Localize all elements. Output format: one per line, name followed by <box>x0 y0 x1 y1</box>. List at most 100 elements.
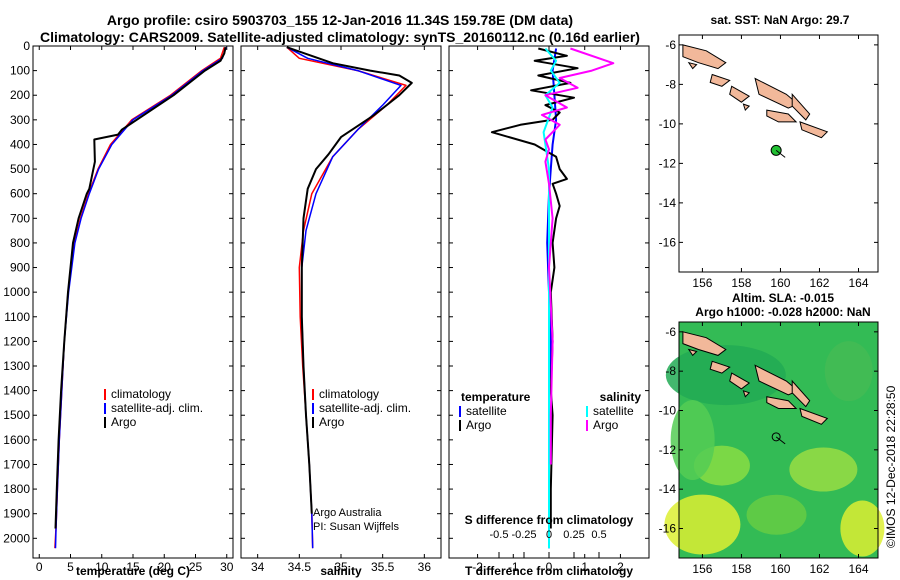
x-axis-label: T difference from climatology <box>465 564 633 578</box>
island <box>799 407 829 425</box>
x-tick-label: 20 <box>158 560 172 574</box>
y-tick-label: 800 <box>10 236 30 250</box>
island <box>729 85 751 103</box>
island <box>682 44 727 70</box>
x-tick-label: 34 <box>251 560 265 574</box>
y-tick-label: 400 <box>10 137 30 151</box>
x-tick-label: 34.5 <box>288 560 312 574</box>
map1-title: sat. SST: NaN Argo: 29.7 <box>710 13 850 27</box>
sla-anomaly-patch <box>665 345 786 406</box>
x-tick-label: 36 <box>418 560 432 574</box>
y-tick-label: 900 <box>10 261 30 275</box>
map-y-tick-label: -16 <box>659 522 677 536</box>
y-tick-label: 1300 <box>3 359 30 373</box>
sla-anomaly-patch <box>840 500 885 557</box>
argo-position-marker <box>771 432 781 442</box>
map-x-tick-label: 162 <box>809 562 829 576</box>
map-x-tick-label: 164 <box>848 276 868 290</box>
map-y-tick-label: -6 <box>665 38 676 52</box>
legend-label: satellite-adj. clim. <box>319 401 411 415</box>
x-tick-label: 25 <box>189 560 203 574</box>
map-y-tick-label: -8 <box>665 77 676 91</box>
sla-anomaly-patch <box>670 400 715 480</box>
map-y-tick-label: -16 <box>659 235 677 249</box>
title-line-1: Argo profile: csiro 5903703_155 12-Jan-2… <box>106 12 574 28</box>
legend-label: climatology <box>111 387 171 401</box>
y-tick-label: 200 <box>10 88 30 102</box>
x-tick-label: 30 <box>220 560 234 574</box>
legend-label: Argo <box>319 415 345 429</box>
y-tick-label: 1500 <box>3 408 30 422</box>
x-tick-label: -2 <box>472 560 483 574</box>
map-y-tick-label: -12 <box>659 443 677 457</box>
y-tick-label: 1600 <box>3 433 30 447</box>
x-axis-label: salinity <box>320 564 362 578</box>
x-tick-label: 5 <box>67 560 74 574</box>
legend-label: satellite <box>466 404 507 418</box>
x-axis-label: temperature (deg C) <box>76 564 190 578</box>
x-tick-label: 1 <box>581 560 588 574</box>
y-tick-label: 1000 <box>3 285 30 299</box>
map-2-frame <box>678 321 879 559</box>
y-tick-label: 1200 <box>3 334 30 348</box>
x-tick-label: 10 <box>95 560 109 574</box>
x-tick-label: 0 <box>546 560 553 574</box>
y-tick-label: 600 <box>10 187 30 201</box>
x-tick-label: 2 <box>617 560 624 574</box>
map-2-group <box>664 322 885 558</box>
sla-anomaly-patch <box>789 447 858 492</box>
annotation-line-1: Argo Australia <box>313 507 382 519</box>
y-tick-label: 1100 <box>4 310 30 324</box>
legend-header-temperature: temperature <box>461 390 531 404</box>
profile-panel-2-frame <box>240 45 442 559</box>
y-tick-label: 2000 <box>3 531 30 545</box>
map-x-tick-label: 162 <box>809 276 829 290</box>
x-tick-label: 15 <box>126 560 140 574</box>
x-tick-label: 35.5 <box>371 560 395 574</box>
x-tick-label: 0 <box>36 560 43 574</box>
sla-anomaly-patch <box>746 494 807 535</box>
legend-label: satellite-adj. clim. <box>111 401 203 415</box>
map-x-tick-label: 160 <box>770 562 790 576</box>
island <box>742 103 751 112</box>
x-axis-label-top: S difference from climatology <box>465 513 634 527</box>
y-tick-label: 1900 <box>3 507 30 521</box>
y-tick-label: 300 <box>10 113 30 127</box>
y-tick-label: 1700 <box>3 457 30 471</box>
x-tick-label-top: -0.5 <box>490 529 509 541</box>
series-satellite-adj--clim- <box>286 46 402 549</box>
map-x-tick-label: 158 <box>731 562 751 576</box>
map-x-tick-label: 164 <box>848 562 868 576</box>
map-x-tick-label: 158 <box>731 276 751 290</box>
sla-anomaly-patch <box>824 341 873 402</box>
series-salinity-argo <box>540 47 615 465</box>
map-y-tick-label: -6 <box>665 325 676 339</box>
map-y-tick-label: -12 <box>659 156 677 170</box>
island <box>754 77 799 109</box>
y-tick-label: 1800 <box>3 482 30 496</box>
map-x-tick-label: 156 <box>692 562 712 576</box>
annotation-line-2: PI: Susan Wijffels <box>313 521 399 533</box>
series-temperature-argo <box>490 47 579 529</box>
map-y-tick-label: -8 <box>665 364 676 378</box>
map-x-tick-label: 160 <box>770 276 790 290</box>
legend-label: Argo <box>111 415 137 429</box>
y-tick-label: 500 <box>10 162 30 176</box>
series-argo <box>54 47 227 529</box>
map-1-frame <box>678 34 879 273</box>
island <box>791 379 811 408</box>
island <box>709 360 731 374</box>
series-climatology <box>54 46 226 549</box>
legend-label: climatology <box>319 387 379 401</box>
x-tick-label-top: 0.5 <box>591 529 606 541</box>
x-tick-label: -1 <box>508 560 519 574</box>
map-y-tick-label: -14 <box>659 196 677 210</box>
y-tick-label: 100 <box>10 64 30 78</box>
island <box>742 390 751 398</box>
map2-title-line-1: Altim. SLA: -0.015 <box>731 291 835 305</box>
island <box>709 73 731 87</box>
x-tick-label-top: 0.25 <box>563 529 584 541</box>
argo-track <box>775 436 786 445</box>
series-salinity-satellite <box>542 47 561 549</box>
y-tick-label: 700 <box>10 211 30 225</box>
